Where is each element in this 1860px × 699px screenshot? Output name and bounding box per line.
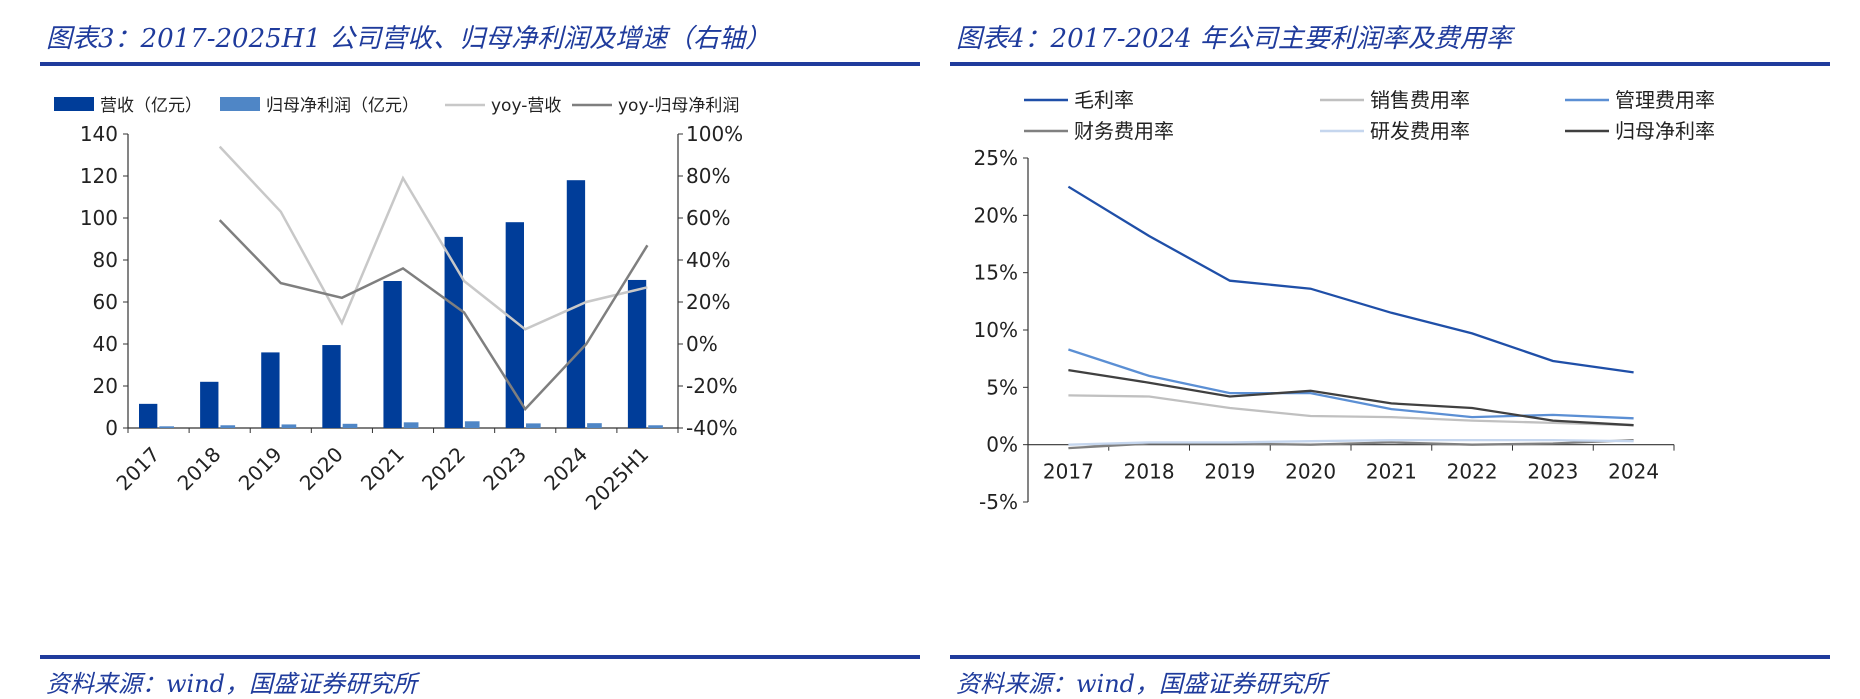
left-top-rule xyxy=(40,62,920,66)
legend-label-s5: 归母净利率 xyxy=(1615,119,1715,143)
x-tick-label: 2022 xyxy=(417,442,470,495)
revenue-bar xyxy=(444,236,463,428)
legend-label-s0: 毛利率 xyxy=(1074,88,1134,112)
y-tick-label: -5% xyxy=(979,490,1018,514)
profit-bar xyxy=(526,423,541,428)
x-tick-label: 2025H1 xyxy=(581,442,654,515)
profit-bar xyxy=(587,423,602,428)
legend-label-s1: 归母净利润（亿元） xyxy=(266,96,419,116)
right-tick-label: 60% xyxy=(686,206,730,230)
right-tick-label: 0% xyxy=(686,332,718,356)
x-tick-label: 2020 xyxy=(295,442,348,495)
x-tick-label: 2024 xyxy=(1608,460,1659,484)
right-tick-label: 20% xyxy=(686,290,730,314)
rnd-expense-line xyxy=(1068,438,1634,446)
right-tick-label: -40% xyxy=(686,416,738,440)
right-tick-label: -20% xyxy=(686,374,738,398)
right-tick-label: 40% xyxy=(686,248,730,272)
legend-label-s3: 财务费用率 xyxy=(1074,119,1174,143)
left-figure-title: 图表3：2017-2025H1 公司营收、归母净利润及增速（右轴） xyxy=(46,24,772,54)
y-tick-label: 0% xyxy=(986,433,1018,457)
revenue-bar xyxy=(139,403,158,428)
yoy-revenue-line xyxy=(218,145,648,331)
revenue-profit-chart: 营收（亿元） 归母净利润（亿元） yoy-营收 yoy-归母净利润 0 20 40 60 80 1… xyxy=(54,96,743,515)
revenue-bar xyxy=(627,279,647,428)
left-tick-label: 80 xyxy=(93,248,118,272)
y-tick-label: 10% xyxy=(974,318,1018,342)
admin-expense-line xyxy=(1068,348,1634,420)
left-tick-label: 120 xyxy=(80,164,118,188)
left-figure-panel: 图表3：2017-2025H1 公司营收、归母净利润及增速（右轴） 营收（亿元）… xyxy=(40,0,920,698)
legend-label-s2: yoy-营收 xyxy=(491,96,561,116)
profit-bar xyxy=(464,421,480,428)
x-tick-label: 2021 xyxy=(1366,460,1417,484)
left-tick-label: 100 xyxy=(80,206,118,230)
right-figure-title: 图表4：2017-2024 年公司主要利润率及费用率 xyxy=(956,24,1512,54)
x-tick-label: 2019 xyxy=(234,442,287,495)
revenue-bar xyxy=(383,281,402,428)
right-bottom-rule xyxy=(950,655,1830,659)
legend-label-s4: 研发费用率 xyxy=(1370,119,1470,143)
right-figure-panel: 图表4：2017-2024 年公司主要利润率及费用率 毛利率 销售费用率 管理费用率… xyxy=(950,0,1830,698)
x-tick-label: 2018 xyxy=(173,442,226,495)
y-tick-label: 25% xyxy=(974,146,1018,170)
x-tick-label: 2018 xyxy=(1124,460,1175,484)
x-tick-label: 2017 xyxy=(111,442,164,495)
x-tick-label: 2024 xyxy=(539,442,592,495)
revenue-bar xyxy=(566,180,586,428)
profit-bar xyxy=(403,422,419,428)
y-tick-label: 20% xyxy=(974,203,1018,227)
legend-label-s1: 销售费用率 xyxy=(1370,88,1470,112)
revenue-bar xyxy=(200,381,219,428)
x-tick-label: 2020 xyxy=(1285,460,1336,484)
left-bottom-rule xyxy=(40,655,920,659)
x-tick-label: 2017 xyxy=(1043,460,1094,484)
legend-swatch-s1 xyxy=(220,97,260,111)
legend-swatch-s0 xyxy=(54,97,94,111)
legend-label-s0: 营收（亿元） xyxy=(100,96,202,116)
right-tick-label: 100% xyxy=(686,122,743,146)
profit-bar xyxy=(648,425,663,428)
y-tick-label: 15% xyxy=(974,261,1018,285)
profit-bar xyxy=(220,425,236,428)
gross-margin-line xyxy=(1067,185,1634,374)
right-tick-label: 80% xyxy=(686,164,730,188)
legend-label-s3: yoy-归母净利润 xyxy=(618,96,739,116)
net-margin-line xyxy=(1068,368,1634,427)
x-tick-label: 2022 xyxy=(1447,460,1498,484)
x-tick-label: 2023 xyxy=(478,442,531,495)
x-tick-label: 2023 xyxy=(1527,460,1578,484)
right-top-rule xyxy=(950,62,1830,66)
left-tick-label: 140 xyxy=(80,122,118,146)
profit-bar xyxy=(159,426,174,428)
left-tick-label: 20 xyxy=(93,374,118,398)
revenue-bar xyxy=(261,352,280,428)
left-tick-label: 40 xyxy=(93,332,118,356)
left-source-note: 资料来源：wind，国盛证券研究所 xyxy=(46,670,418,698)
legend-label-s2: 管理费用率 xyxy=(1615,88,1715,112)
profit-bar xyxy=(342,423,358,428)
revenue-bar xyxy=(505,222,524,428)
left-tick-label: 60 xyxy=(93,290,118,314)
revenue-bar xyxy=(322,345,341,428)
y-tick-label: 5% xyxy=(986,375,1018,399)
right-source-note: 资料来源：wind，国盛证券研究所 xyxy=(956,670,1328,698)
left-tick-label: 0 xyxy=(105,416,118,440)
x-tick-label: 2021 xyxy=(356,442,409,495)
x-tick-label: 2019 xyxy=(1204,460,1255,484)
yoy-profit-line xyxy=(218,219,649,412)
profit-bar xyxy=(281,424,297,428)
selling-expense-line xyxy=(1068,394,1634,427)
